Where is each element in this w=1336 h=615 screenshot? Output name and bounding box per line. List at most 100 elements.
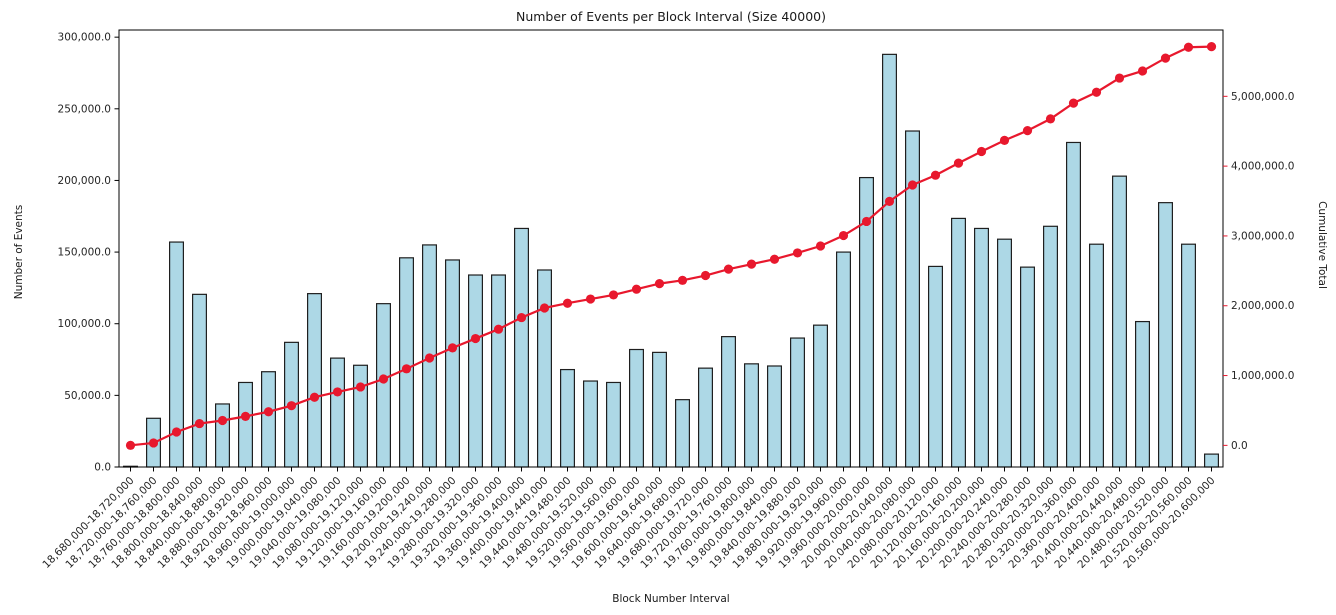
cumulative-point [516,312,527,323]
cumulative-point [1137,66,1148,76]
bar [445,259,461,468]
cumulative-point [217,415,228,426]
bar [215,403,231,468]
bar [238,381,254,468]
left-tick-label: 150,000.0 [58,247,111,259]
plot-border [118,29,1224,468]
cumulative-point [677,275,688,285]
cumulative-point [332,387,343,397]
bar [1042,225,1058,468]
cumulative-point [700,270,711,281]
left-tick-label: 250,000.0 [58,103,111,115]
cumulative-point [631,284,642,294]
bar [559,368,575,468]
bar [1180,243,1196,468]
cumulative-point [1183,42,1194,52]
bar [1203,453,1219,468]
cumulative-point [171,427,182,437]
cumulative-point [884,196,895,206]
bar [766,365,782,468]
y-axis-right-label: Cumulative Total [1316,201,1328,289]
cumulative-point [746,259,757,269]
cumulative-point [1068,98,1079,108]
cumulative-point [769,254,780,264]
bar [1111,175,1127,468]
right-tick-label: 2,000,000.0 [1231,300,1294,312]
bar [1157,202,1173,468]
bar [812,324,828,468]
bar [1019,266,1035,468]
cumulative-point [608,290,619,300]
bar [399,257,415,468]
bar [927,265,943,468]
cumulative-point [838,230,849,241]
bar [330,357,346,468]
right-tick-label: 0.0 [1231,440,1248,452]
cumulative-point [930,170,941,180]
cumulative-point [723,264,734,274]
cumulative-point [401,364,412,374]
cumulative-point [447,343,458,353]
bar [1088,243,1104,468]
cumulative-point [148,438,159,448]
cumulative-point [355,382,366,392]
cumulative-point [999,135,1010,145]
cumulative-point [1045,114,1056,124]
bar [582,380,598,468]
cumulative-point [976,146,987,157]
bar [651,351,667,468]
bar [720,336,736,468]
cumulative-point [907,180,918,190]
left-tick-label: 100,000.0 [58,318,111,330]
bar [973,227,989,468]
cumulative-point [654,279,665,289]
cumulative-point [286,401,297,411]
right-tick-label: 1,000,000.0 [1231,370,1294,382]
bar [835,251,851,468]
cumulative-point [1160,53,1171,63]
bar [996,238,1012,468]
left-tick-label: 0.0 [94,462,111,474]
bar [376,303,392,468]
bar [628,348,644,468]
bar [950,217,966,468]
bar [261,371,277,468]
left-tick-label: 50,000.0 [64,390,111,402]
cumulative-point [424,353,435,363]
bar [605,381,621,468]
cumulative-point [1206,42,1217,52]
bar [789,337,805,468]
cumulative-point [194,418,205,429]
cumulative-point [309,392,320,402]
chart-title: Number of Events per Block Interval (Siz… [516,9,826,24]
bar [513,227,529,468]
left-tick-label: 300,000.0 [58,32,111,44]
x-axis-label: Block Number Interval [612,593,729,605]
cumulative-point [263,407,274,417]
bar [881,53,897,468]
cumulative-point [815,241,826,251]
cumulative-point [493,324,504,334]
plot-area: 0.0 50,000.0 100,000.0 150,000.0 200,000.0 25… [40,29,1294,571]
bar [307,293,323,468]
bar [468,274,484,468]
right-tick-label: 5,000,000.0 [1231,91,1294,103]
cumulative-point [378,374,389,384]
right-tick-label: 3,000,000.0 [1231,230,1294,242]
cumulative-point [585,294,596,304]
cumulative-point [861,216,872,227]
bar [353,364,369,468]
cumulative-point [470,333,481,344]
cumulative-point [1022,126,1033,136]
cumulative-point [240,411,251,421]
right-tick-label: 4,000,000.0 [1231,161,1294,173]
y-axis-left-label: Number of Events [13,205,25,300]
bar [1134,320,1150,468]
cumulative-point [1114,73,1125,83]
cumulative-point [539,303,550,313]
bar [697,367,713,468]
bar [491,274,507,468]
bar [192,293,208,468]
bar [674,399,690,468]
